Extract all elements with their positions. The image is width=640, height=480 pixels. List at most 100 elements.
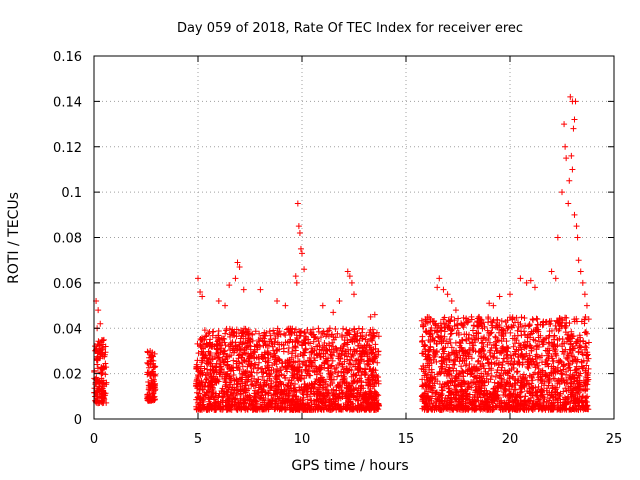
data-point	[237, 327, 244, 334]
y-tick-label: 0.06	[53, 277, 82, 292]
data-point	[432, 320, 439, 327]
data-point	[252, 349, 259, 356]
data-point	[563, 155, 570, 162]
data-point	[341, 340, 348, 347]
data-point	[199, 386, 206, 393]
data-point	[340, 376, 347, 383]
data-point	[320, 393, 327, 400]
data-point	[468, 316, 475, 323]
data-point	[348, 279, 355, 286]
data-point	[502, 330, 509, 337]
data-point	[504, 325, 511, 332]
data-point	[452, 404, 459, 411]
data-point	[95, 338, 102, 345]
data-point	[469, 394, 476, 401]
data-point	[517, 373, 524, 380]
data-point	[293, 400, 300, 407]
data-point	[219, 339, 226, 346]
data-point	[575, 406, 582, 413]
data-point	[308, 384, 315, 391]
data-point	[352, 363, 359, 370]
data-point	[349, 351, 356, 358]
data-point	[278, 341, 285, 348]
data-point	[247, 346, 254, 353]
data-point	[364, 382, 371, 389]
data-point	[205, 359, 212, 366]
data-point	[236, 263, 243, 270]
data-point	[585, 339, 592, 346]
data-point	[216, 336, 223, 343]
data-point	[498, 344, 505, 351]
data-point	[367, 378, 374, 385]
data-point	[288, 398, 295, 405]
data-point	[366, 406, 373, 413]
data-point	[330, 348, 337, 355]
data-point	[475, 397, 482, 404]
data-point	[445, 385, 452, 392]
data-point	[358, 406, 365, 413]
data-point	[195, 350, 202, 357]
data-point	[207, 350, 214, 357]
data-point	[304, 406, 311, 413]
data-point	[539, 393, 546, 400]
data-point	[428, 366, 435, 373]
data-point	[559, 340, 566, 347]
y-tick-label: 0.08	[53, 232, 82, 247]
data-point	[254, 379, 261, 386]
data-point	[252, 394, 259, 401]
data-point	[546, 376, 553, 383]
data-point	[208, 405, 215, 412]
data-point	[564, 379, 571, 386]
data-point	[583, 376, 590, 383]
data-point	[355, 397, 362, 404]
data-point	[421, 372, 428, 379]
data-point	[418, 317, 425, 324]
data-point	[463, 350, 470, 357]
data-point	[226, 325, 233, 332]
data-point	[267, 370, 274, 377]
data-point	[294, 406, 301, 413]
data-point	[562, 385, 569, 392]
data-point	[464, 386, 471, 393]
data-point	[322, 346, 329, 353]
data-point	[581, 329, 588, 336]
data-point	[440, 345, 447, 352]
data-point	[569, 357, 576, 364]
data-point	[489, 353, 496, 360]
data-point	[256, 395, 263, 402]
data-point	[287, 328, 294, 335]
data-point	[561, 348, 568, 355]
data-point	[272, 395, 279, 402]
data-point	[216, 371, 223, 378]
data-point	[233, 381, 240, 388]
data-point	[433, 349, 440, 356]
data-point	[328, 387, 335, 394]
data-point	[525, 322, 532, 329]
data-point	[510, 399, 517, 406]
data-point	[229, 401, 236, 408]
data-point	[570, 387, 577, 394]
data-point	[567, 383, 574, 390]
data-point	[513, 314, 520, 321]
data-point	[339, 390, 346, 397]
data-point	[450, 391, 457, 398]
data-point	[444, 324, 451, 331]
data-point	[438, 354, 445, 361]
data-point	[431, 337, 438, 344]
data-point	[269, 362, 276, 369]
data-point	[233, 326, 240, 333]
data-point	[345, 398, 352, 405]
data-point	[238, 332, 245, 339]
data-point	[495, 380, 502, 387]
data-point	[445, 392, 452, 399]
data-point	[447, 379, 454, 386]
data-point	[498, 364, 505, 371]
data-point	[419, 383, 426, 390]
data-point	[338, 332, 345, 339]
x-tick-label: 5	[194, 432, 202, 447]
data-point	[548, 317, 555, 324]
data-point	[562, 143, 569, 150]
data-point	[548, 327, 555, 334]
data-point	[293, 279, 300, 286]
data-point	[351, 326, 358, 333]
